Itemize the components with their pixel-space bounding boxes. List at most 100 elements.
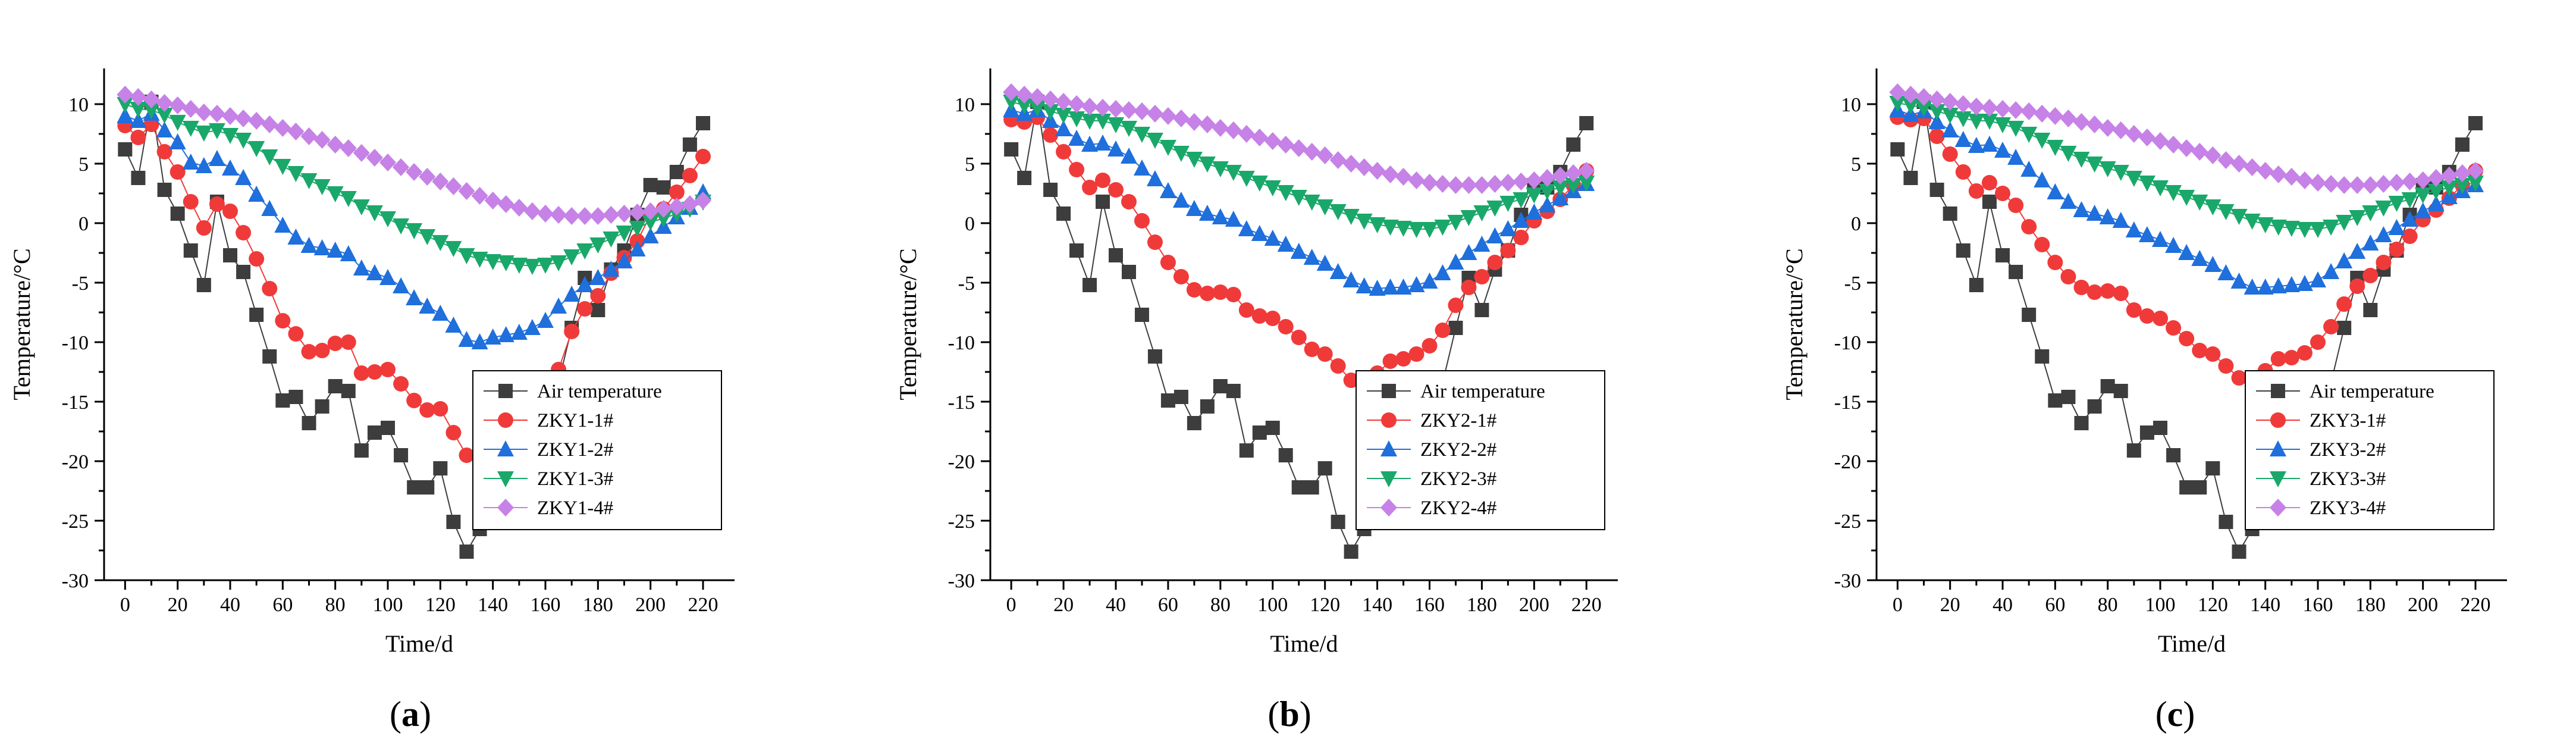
data-point bbox=[1252, 425, 1267, 440]
data-point bbox=[2218, 358, 2234, 374]
y-tick-label: 5 bbox=[79, 154, 89, 176]
data-point bbox=[2296, 171, 2313, 189]
legend-swatch-marker bbox=[498, 384, 513, 398]
x-tick-label: 140 bbox=[1362, 594, 1392, 616]
data-point bbox=[1278, 448, 1293, 462]
data-point bbox=[1187, 416, 1201, 430]
data-point bbox=[1513, 173, 1530, 190]
data-point bbox=[222, 204, 238, 219]
data-point bbox=[195, 126, 212, 142]
series-4 bbox=[117, 97, 711, 275]
data-point bbox=[2336, 215, 2353, 231]
data-point bbox=[2125, 171, 2142, 187]
data-point bbox=[2060, 269, 2076, 284]
data-point bbox=[1198, 115, 1216, 133]
data-point bbox=[393, 376, 409, 392]
data-point bbox=[420, 480, 435, 495]
data-point bbox=[2166, 320, 2182, 336]
data-point bbox=[2401, 192, 2418, 208]
data-point bbox=[2362, 268, 2379, 283]
data-point bbox=[1290, 190, 1307, 206]
data-point bbox=[195, 104, 212, 121]
data-point bbox=[2191, 195, 2208, 211]
data-point bbox=[2073, 201, 2090, 217]
x-axis-title: Time/d bbox=[385, 630, 453, 657]
y-tick-label: 5 bbox=[1851, 154, 1861, 176]
data-point bbox=[2270, 220, 2287, 236]
data-point bbox=[2166, 448, 2181, 462]
data-point bbox=[1447, 215, 1464, 231]
data-point bbox=[353, 199, 370, 215]
data-point bbox=[2232, 545, 2246, 559]
data-point bbox=[1395, 221, 1412, 237]
data-point bbox=[2349, 210, 2366, 226]
data-point bbox=[300, 173, 318, 189]
data-point bbox=[1042, 90, 1059, 108]
data-point bbox=[1212, 119, 1229, 137]
data-point bbox=[1147, 349, 1162, 364]
data-point bbox=[2022, 308, 2037, 322]
data-point bbox=[695, 192, 711, 209]
x-tick-label: 80 bbox=[2098, 594, 2118, 616]
data-point bbox=[1278, 319, 1294, 334]
legend-swatch-marker bbox=[1380, 440, 1397, 456]
data-point bbox=[169, 133, 186, 149]
data-point bbox=[1304, 342, 1320, 357]
legend-entry: ZKY3-1# bbox=[2310, 410, 2386, 431]
data-point bbox=[1434, 220, 1451, 236]
data-point bbox=[2205, 461, 2220, 475]
data-point bbox=[275, 393, 290, 408]
data-point bbox=[2060, 109, 2077, 127]
y-tick-label: 10 bbox=[1841, 94, 1861, 116]
data-point bbox=[1029, 101, 1046, 117]
data-point bbox=[2296, 345, 2313, 361]
data-point bbox=[366, 149, 383, 167]
data-point bbox=[1056, 206, 1071, 221]
data-point bbox=[1200, 399, 1215, 414]
data-point bbox=[1185, 113, 1203, 131]
data-point bbox=[1448, 298, 1464, 313]
x-tick-label: 100 bbox=[1257, 594, 1288, 616]
data-point bbox=[669, 165, 684, 179]
data-point bbox=[196, 220, 212, 236]
x-tick-label: 60 bbox=[272, 594, 293, 616]
data-point bbox=[1915, 88, 1932, 106]
data-point bbox=[1342, 209, 1360, 225]
data-point bbox=[669, 184, 685, 200]
data-point bbox=[249, 308, 264, 322]
data-point bbox=[1395, 279, 1412, 295]
series-5 bbox=[1889, 83, 2484, 194]
x-tick-label: 120 bbox=[2198, 594, 2228, 616]
data-point bbox=[1968, 114, 1985, 130]
data-point bbox=[2087, 399, 2102, 414]
legend-swatch-marker bbox=[1381, 412, 1397, 428]
data-point bbox=[1461, 280, 1477, 295]
data-point bbox=[1513, 230, 1529, 245]
data-point bbox=[2310, 222, 2326, 238]
data-point bbox=[1003, 95, 1020, 111]
data-point bbox=[603, 261, 620, 277]
data-point bbox=[1225, 211, 1242, 227]
data-point bbox=[156, 108, 173, 124]
data-point bbox=[616, 252, 633, 268]
data-point bbox=[2363, 303, 2378, 317]
data-point bbox=[1069, 243, 1084, 258]
data-point bbox=[1094, 114, 1112, 130]
data-point bbox=[563, 207, 581, 225]
data-point bbox=[327, 242, 344, 258]
data-point bbox=[1928, 90, 1946, 108]
data-point bbox=[2219, 515, 2233, 529]
y-tick-label: -10 bbox=[948, 332, 975, 354]
data-point bbox=[576, 207, 594, 225]
data-point bbox=[1317, 461, 1332, 475]
data-point bbox=[2047, 140, 2064, 156]
y-tick-label: -25 bbox=[948, 511, 975, 533]
data-point bbox=[1395, 351, 1411, 367]
data-point bbox=[1238, 220, 1255, 236]
data-point bbox=[1342, 271, 1360, 287]
data-point bbox=[589, 207, 607, 225]
data-point bbox=[406, 289, 423, 305]
data-point bbox=[208, 150, 225, 166]
data-point bbox=[287, 123, 305, 140]
data-point bbox=[1185, 200, 1203, 216]
